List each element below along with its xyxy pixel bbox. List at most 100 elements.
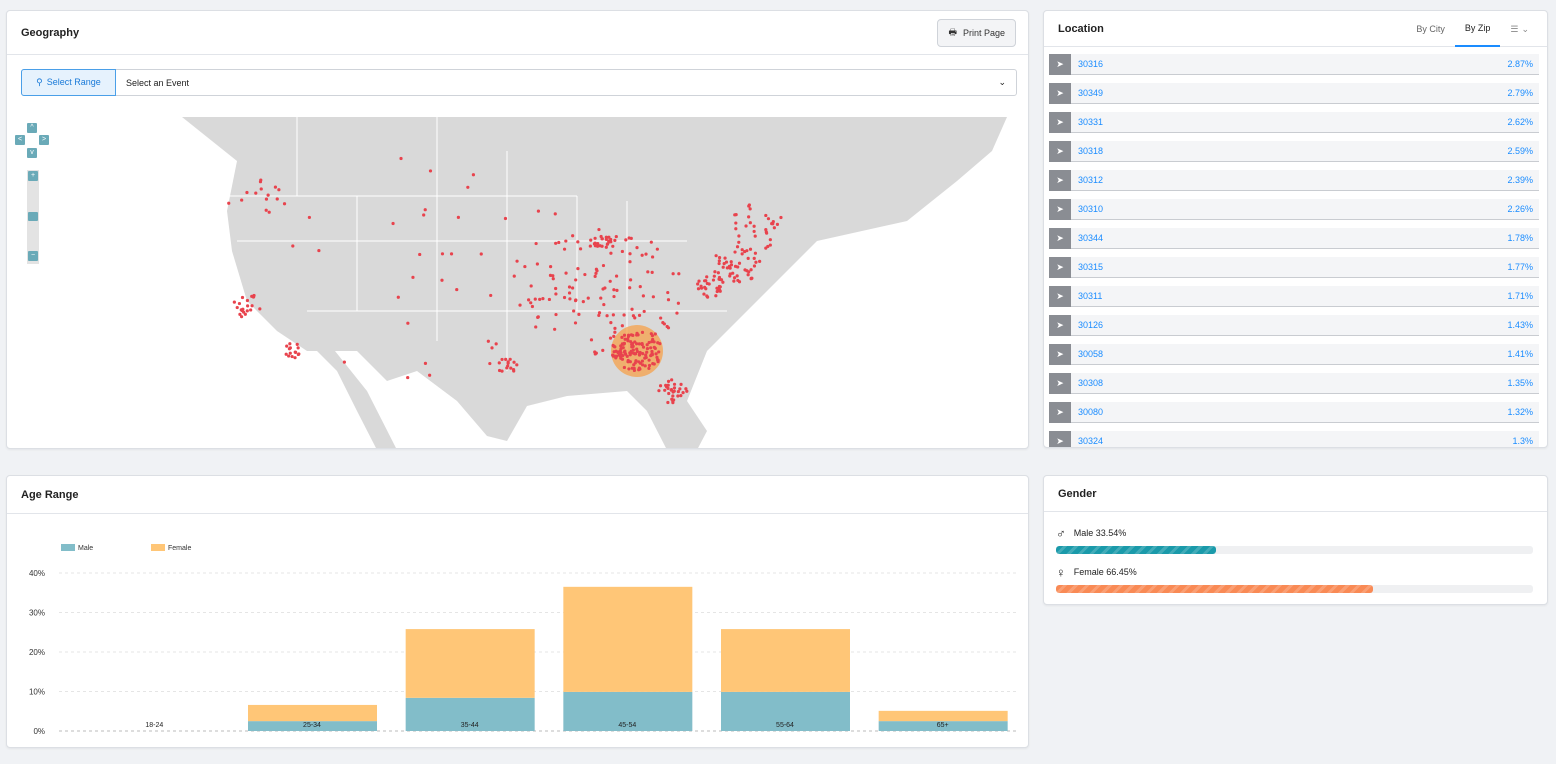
location-dot xyxy=(572,309,576,313)
select-range-label: Select Range xyxy=(46,77,101,87)
location-dot xyxy=(533,297,537,301)
zip-code[interactable]: 30311 xyxy=(1078,291,1103,301)
location-dot xyxy=(595,244,600,248)
location-dot xyxy=(642,309,646,314)
location-dot xyxy=(630,307,634,311)
zip-code[interactable]: 30315 xyxy=(1078,262,1104,272)
chevron-down-icon[interactable]: ⌄ xyxy=(998,77,1006,87)
select-range-button[interactable]: ⚲ Select Range xyxy=(21,68,116,96)
location-dot xyxy=(621,353,625,358)
location-arrow-icon: ➤ xyxy=(1049,111,1071,133)
zip-percent: 1.35% xyxy=(1507,378,1533,388)
zip-row[interactable]: ➤ 30331 2.62% xyxy=(1049,111,1539,133)
zip-row[interactable]: ➤ 30080 1.32% xyxy=(1049,401,1539,423)
zoom-slider-handle[interactable] xyxy=(28,212,38,221)
zip-code[interactable]: 30058 xyxy=(1078,349,1104,359)
zip-code[interactable]: 30344 xyxy=(1078,233,1104,243)
tab-by-zip[interactable]: By Zip xyxy=(1454,11,1501,47)
location-dot xyxy=(703,279,707,283)
location-dot xyxy=(488,361,492,366)
location-dot xyxy=(652,362,656,366)
location-dot xyxy=(654,352,658,356)
zip-row[interactable]: ➤ 30312 2.39% xyxy=(1049,169,1539,191)
zip-percent: 2.59% xyxy=(1507,146,1533,156)
pan-left-button[interactable]: < xyxy=(15,135,25,145)
location-dot xyxy=(711,278,716,282)
location-arrow-icon: ➤ xyxy=(1049,169,1071,191)
location-dot xyxy=(551,274,555,278)
zip-code[interactable]: 30312 xyxy=(1078,175,1104,185)
pan-down-button[interactable]: v xyxy=(27,148,37,158)
zip-row[interactable]: ➤ 30318 2.59% xyxy=(1049,140,1539,162)
location-dot xyxy=(753,234,757,238)
location-dot xyxy=(631,351,636,355)
location-dot xyxy=(628,252,632,256)
location-dot xyxy=(541,297,545,301)
location-dot xyxy=(266,193,270,197)
location-dot xyxy=(649,346,653,350)
bar-female-35-44 xyxy=(405,629,535,698)
zip-code[interactable]: 30324 xyxy=(1078,436,1104,446)
location-dot xyxy=(506,361,510,365)
zip-code[interactable]: 30310 xyxy=(1078,204,1104,214)
zip-code[interactable]: 30126 xyxy=(1078,320,1104,330)
location-dot xyxy=(765,231,769,235)
y-tick-label: 30% xyxy=(29,609,45,618)
location-dot xyxy=(772,226,776,230)
y-tick-label: 0% xyxy=(33,727,45,736)
zip-row[interactable]: ➤ 30058 1.41% xyxy=(1049,343,1539,365)
zoom-out-button[interactable]: − xyxy=(28,251,38,261)
location-dot xyxy=(609,237,613,242)
location-dot xyxy=(617,353,621,357)
zip-row[interactable]: ➤ 30310 2.26% xyxy=(1049,198,1539,220)
zoom-in-button[interactable]: + xyxy=(28,171,38,181)
zip-row[interactable]: ➤ 30311 1.71% xyxy=(1049,285,1539,307)
bar-female-65+ xyxy=(878,710,1008,722)
zip-percent: 1.71% xyxy=(1507,291,1533,301)
location-dot xyxy=(635,331,639,335)
location-dot xyxy=(273,185,278,189)
male-stat: ♂ Male 33.54% xyxy=(1056,526,1533,554)
zip-code[interactable]: 30316 xyxy=(1078,59,1104,69)
gender-panel: Gender ♂ Male 33.54% ♀ Female 66.45% xyxy=(1043,475,1548,605)
pan-up-button[interactable]: ^ xyxy=(27,123,37,133)
zip-code[interactable]: 30349 xyxy=(1078,88,1104,98)
location-dot xyxy=(527,298,531,302)
zip-row[interactable]: ➤ 30349 2.79% xyxy=(1049,82,1539,104)
location-dot xyxy=(650,255,655,259)
location-dot xyxy=(697,279,701,283)
menu-dropdown[interactable]: ☰ ⌄ xyxy=(1500,11,1547,47)
pan-right-button[interactable]: > xyxy=(39,135,49,145)
zip-code[interactable]: 30308 xyxy=(1078,378,1104,388)
location-dot xyxy=(719,278,724,282)
location-dot xyxy=(500,369,504,373)
zip-row[interactable]: ➤ 30344 1.78% xyxy=(1049,227,1539,249)
location-dot xyxy=(466,185,470,189)
zip-code[interactable]: 30331 xyxy=(1078,117,1104,127)
zip-row[interactable]: ➤ 30126 1.43% xyxy=(1049,314,1539,336)
location-dot xyxy=(608,336,613,340)
location-dot xyxy=(722,261,726,266)
zip-row[interactable]: ➤ 30324 1.3% xyxy=(1049,430,1539,447)
location-dot xyxy=(635,245,639,250)
location-dot xyxy=(652,340,656,344)
zip-code[interactable]: 30080 xyxy=(1078,407,1104,417)
zip-code[interactable]: 30318 xyxy=(1078,146,1104,156)
tab-by-city[interactable]: By City xyxy=(1416,24,1445,34)
event-dropdown[interactable]: Select an Event xyxy=(126,77,190,88)
location-dot xyxy=(723,256,727,260)
age-range-chart: 0% 10% 20% 30% 40% Male Female 18-24 25-34 35-44 4… xyxy=(29,544,1017,736)
location-dot xyxy=(295,342,299,346)
location-dot xyxy=(717,259,721,263)
zip-row[interactable]: ➤ 30308 1.35% xyxy=(1049,372,1539,394)
location-dot xyxy=(672,386,677,390)
us-map[interactable] xyxy=(7,11,1029,449)
location-dot xyxy=(667,391,671,396)
zip-row[interactable]: ➤ 30316 2.87% xyxy=(1049,53,1539,75)
location-arrow-icon: ➤ xyxy=(1049,198,1071,220)
location-dot xyxy=(675,311,679,315)
print-page-button[interactable]: 🖶 Print Page xyxy=(937,19,1016,47)
location-dot xyxy=(779,215,783,220)
zip-row[interactable]: ➤ 30315 1.77% xyxy=(1049,256,1539,278)
age-range-panel: Age Range 0% 10% 20% 30% 40% Male Female 18-24 2… xyxy=(6,475,1029,748)
